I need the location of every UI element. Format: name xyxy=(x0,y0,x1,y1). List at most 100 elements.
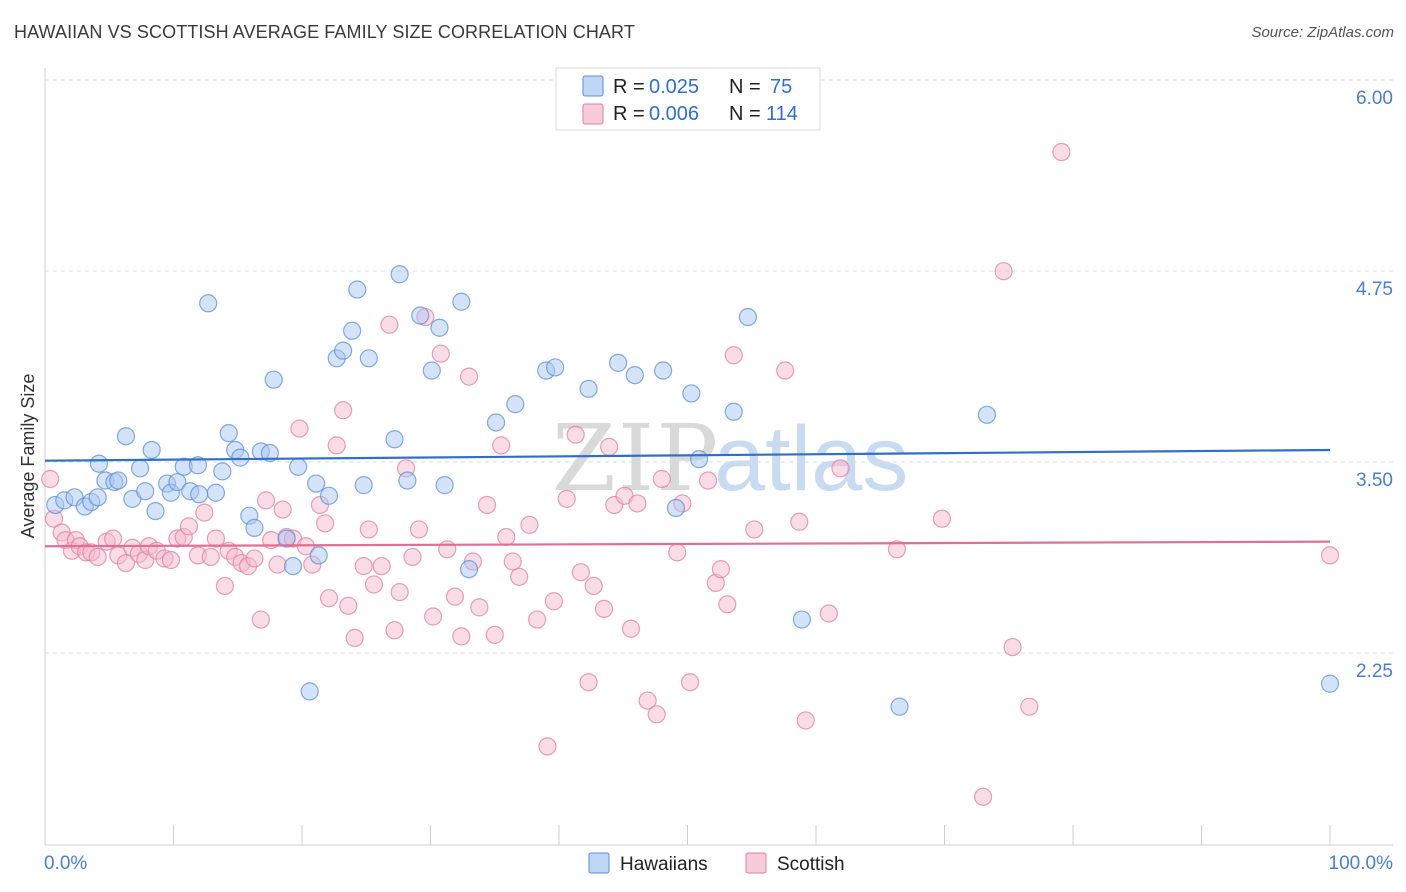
scottish-point xyxy=(452,627,471,646)
hawaiians-point xyxy=(289,457,308,476)
scottish-point xyxy=(390,582,409,602)
legend-swatch-scottish xyxy=(582,103,604,125)
scottish-point xyxy=(1020,697,1039,716)
scottish-point xyxy=(409,520,429,539)
hawaiians-point xyxy=(359,349,378,368)
scottish-point xyxy=(385,621,404,640)
scottish-point xyxy=(290,419,309,438)
scottish-point xyxy=(273,500,292,519)
y-axis-label: Average Family Size xyxy=(18,374,38,539)
hawaiians-point xyxy=(136,482,155,501)
scottish-point xyxy=(973,787,993,806)
trend-line-scottish xyxy=(44,540,1331,548)
hawaiians-point xyxy=(422,361,441,380)
scottish-point xyxy=(994,262,1013,281)
hawaiians-point xyxy=(579,379,598,398)
hawaiians-point xyxy=(486,413,506,432)
hawaiians-point xyxy=(390,265,409,284)
scottish-point xyxy=(492,436,511,455)
legend-swatch-hawaiians xyxy=(582,75,604,97)
scottish-point xyxy=(594,599,614,618)
scottish-point xyxy=(201,547,220,567)
scottish-point xyxy=(116,553,136,573)
scottish-point xyxy=(497,527,516,547)
hawaiians-point xyxy=(435,476,454,495)
scottish-point xyxy=(790,512,809,531)
scottish-point xyxy=(319,589,339,608)
scottish-point xyxy=(88,547,107,567)
hawaiians-point xyxy=(146,501,165,521)
scottish-point xyxy=(470,598,489,617)
hawaiians-point xyxy=(609,353,628,372)
hawaiians-point xyxy=(277,529,296,548)
hawaiians-point xyxy=(689,450,709,469)
scottish-point xyxy=(345,628,364,648)
scottish-point xyxy=(161,550,181,570)
scottish-point xyxy=(179,517,199,536)
hawaiians-point xyxy=(452,292,471,311)
source-label: Source: ZipAtlas.com xyxy=(1251,24,1394,41)
chart-title: HAWAIIAN VS SCOTTISH AVERAGE FAMILY SIZE… xyxy=(14,22,635,42)
hawaiians-point xyxy=(398,471,417,490)
scottish-point xyxy=(256,491,276,510)
scottish-point xyxy=(745,520,764,539)
hawaiians-point xyxy=(430,318,449,337)
scottish-point xyxy=(477,495,497,515)
scottish-point xyxy=(327,436,346,455)
scottish-point xyxy=(510,567,529,586)
scottish-point xyxy=(887,540,907,559)
scottish-point xyxy=(680,673,700,692)
legend-n-value: 114 xyxy=(766,103,798,125)
hawaiians-point xyxy=(890,697,909,716)
scottish-point xyxy=(206,529,226,548)
legend-n-label: N = xyxy=(729,76,761,98)
y-tick-labels: 6.00 4.75 3.50 2.25 xyxy=(1356,88,1393,682)
hawaiians-point xyxy=(682,384,701,403)
x-tick-labels: 0.0% 100.0% xyxy=(44,853,1393,874)
scottish-point xyxy=(503,552,522,571)
scottish-point xyxy=(354,556,373,576)
hawaiians-point xyxy=(506,395,525,414)
scottish-point xyxy=(403,547,422,567)
hawaiians-point xyxy=(666,498,686,518)
scottish-point xyxy=(215,576,234,596)
trend-line-hawaiians xyxy=(44,448,1331,462)
scottish-point xyxy=(485,625,504,644)
legend-r-label: R = xyxy=(613,76,645,98)
scottish-point xyxy=(579,673,598,692)
hawaiians-point xyxy=(190,485,209,504)
scottish-point xyxy=(621,619,641,638)
hawaiians-point xyxy=(1320,674,1340,693)
scottish-point xyxy=(334,401,353,420)
scottish-point xyxy=(245,549,264,568)
scottish-point xyxy=(520,515,539,534)
scottish-point xyxy=(557,489,576,508)
legend-r-value: 0.006 xyxy=(649,103,699,125)
legend-n-label: N = xyxy=(729,103,761,125)
scottish-point xyxy=(316,514,335,533)
scottish-point xyxy=(268,555,287,574)
legend-label-hawaiians: Hawaiians xyxy=(620,854,708,875)
hawaiians-point xyxy=(213,462,232,481)
y-tick-label: 6.00 xyxy=(1356,88,1393,109)
scottish-point xyxy=(1052,142,1071,162)
hawaiians-point xyxy=(142,440,161,460)
scottish-point xyxy=(776,361,795,380)
hawaiians-point xyxy=(116,427,136,446)
hawaiians-point xyxy=(307,474,326,493)
scottish-point xyxy=(380,315,399,334)
x-tick-label: 0.0% xyxy=(44,853,87,874)
hawaiians-point xyxy=(309,546,328,565)
scottish-point xyxy=(528,610,547,629)
scottish-point xyxy=(628,494,647,513)
scottish-point xyxy=(41,469,60,489)
hawaiians-point xyxy=(264,370,283,389)
scottish-point xyxy=(831,459,850,478)
series-legend: Hawaiians Scottish xyxy=(588,852,845,875)
legend-r-label: R = xyxy=(613,103,645,125)
hawaiians-point xyxy=(283,556,303,576)
x-tick-label: 100.0% xyxy=(1329,853,1394,874)
scottish-point xyxy=(423,607,443,626)
scottish-point xyxy=(724,346,743,365)
scottish-point xyxy=(372,556,391,576)
